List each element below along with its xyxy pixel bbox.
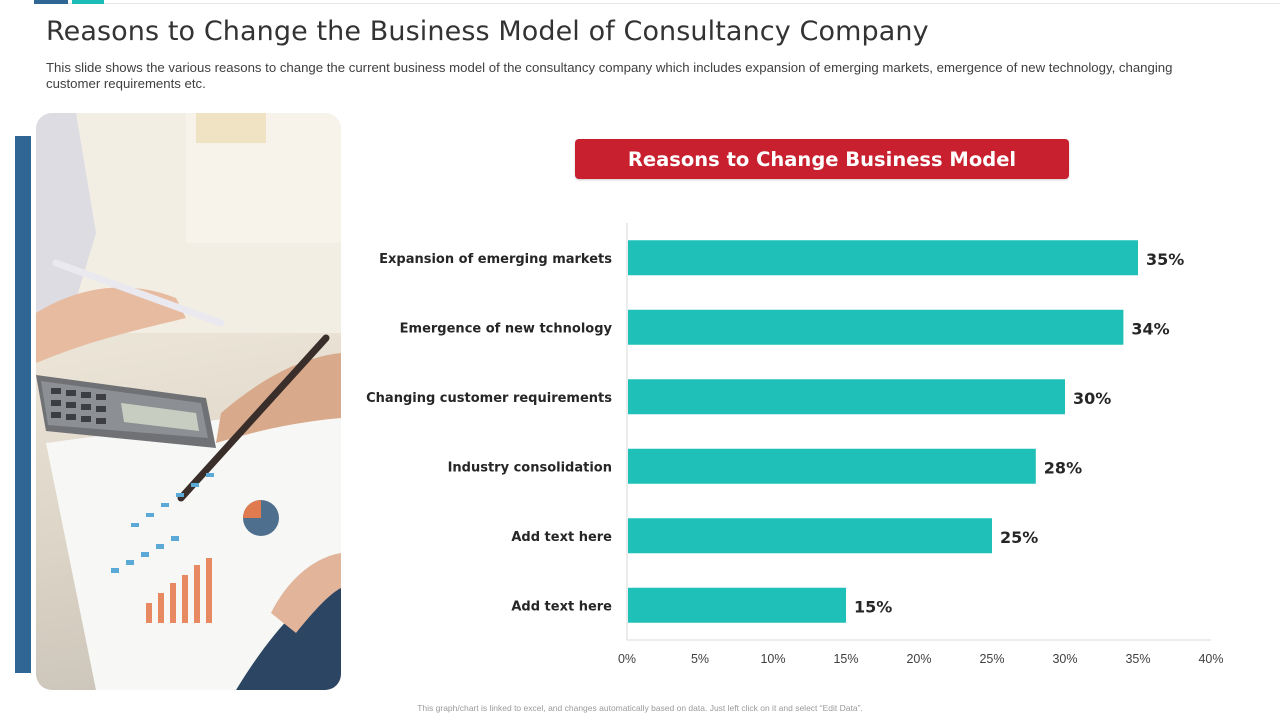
footnote: This graph/chart is linked to excel, and…: [417, 703, 863, 713]
bar: [628, 379, 1065, 415]
category-label: Industry consolidation: [448, 460, 612, 475]
bar: [628, 518, 992, 554]
category-label: Add text here: [511, 599, 612, 614]
x-tick-label: 10%: [760, 652, 785, 666]
category-label: Emergence of new tchnology: [400, 321, 613, 336]
left-accent-bar: [15, 136, 31, 673]
x-tick-label: 20%: [906, 652, 931, 666]
top-accent-blue: [34, 0, 68, 4]
data-label: 25%: [1000, 528, 1038, 547]
data-label: 30%: [1073, 389, 1111, 408]
x-tick-label: 35%: [1125, 652, 1150, 666]
top-accent-teal: [72, 0, 104, 4]
business-photo-illustration: [36, 113, 341, 690]
x-tick-label: 0%: [618, 652, 636, 666]
data-label: 34%: [1131, 319, 1169, 338]
data-label: 15%: [854, 597, 892, 616]
bar: [628, 309, 1124, 345]
x-tick-label: 15%: [833, 652, 858, 666]
top-rule: [34, 3, 1280, 4]
data-label: 35%: [1146, 250, 1184, 269]
page-title: Reasons to Change the Business Model of …: [46, 16, 929, 47]
category-label: Expansion of emerging markets: [379, 252, 612, 267]
bar: [628, 240, 1138, 276]
x-tick-label: 5%: [691, 652, 709, 666]
page-subtitle: This slide shows the various reasons to …: [46, 60, 1173, 91]
x-tick-label: 30%: [1052, 652, 1077, 666]
x-tick-label: 40%: [1198, 652, 1223, 666]
data-label: 28%: [1044, 458, 1082, 477]
bar: [628, 587, 846, 623]
bar: [628, 448, 1036, 484]
x-tick-label: 25%: [979, 652, 1004, 666]
business-photo: [36, 113, 341, 690]
chart-title: Reasons to Change Business Model: [575, 139, 1069, 179]
category-label: Changing customer requirements: [366, 391, 612, 406]
category-label: Add text here: [511, 530, 612, 545]
